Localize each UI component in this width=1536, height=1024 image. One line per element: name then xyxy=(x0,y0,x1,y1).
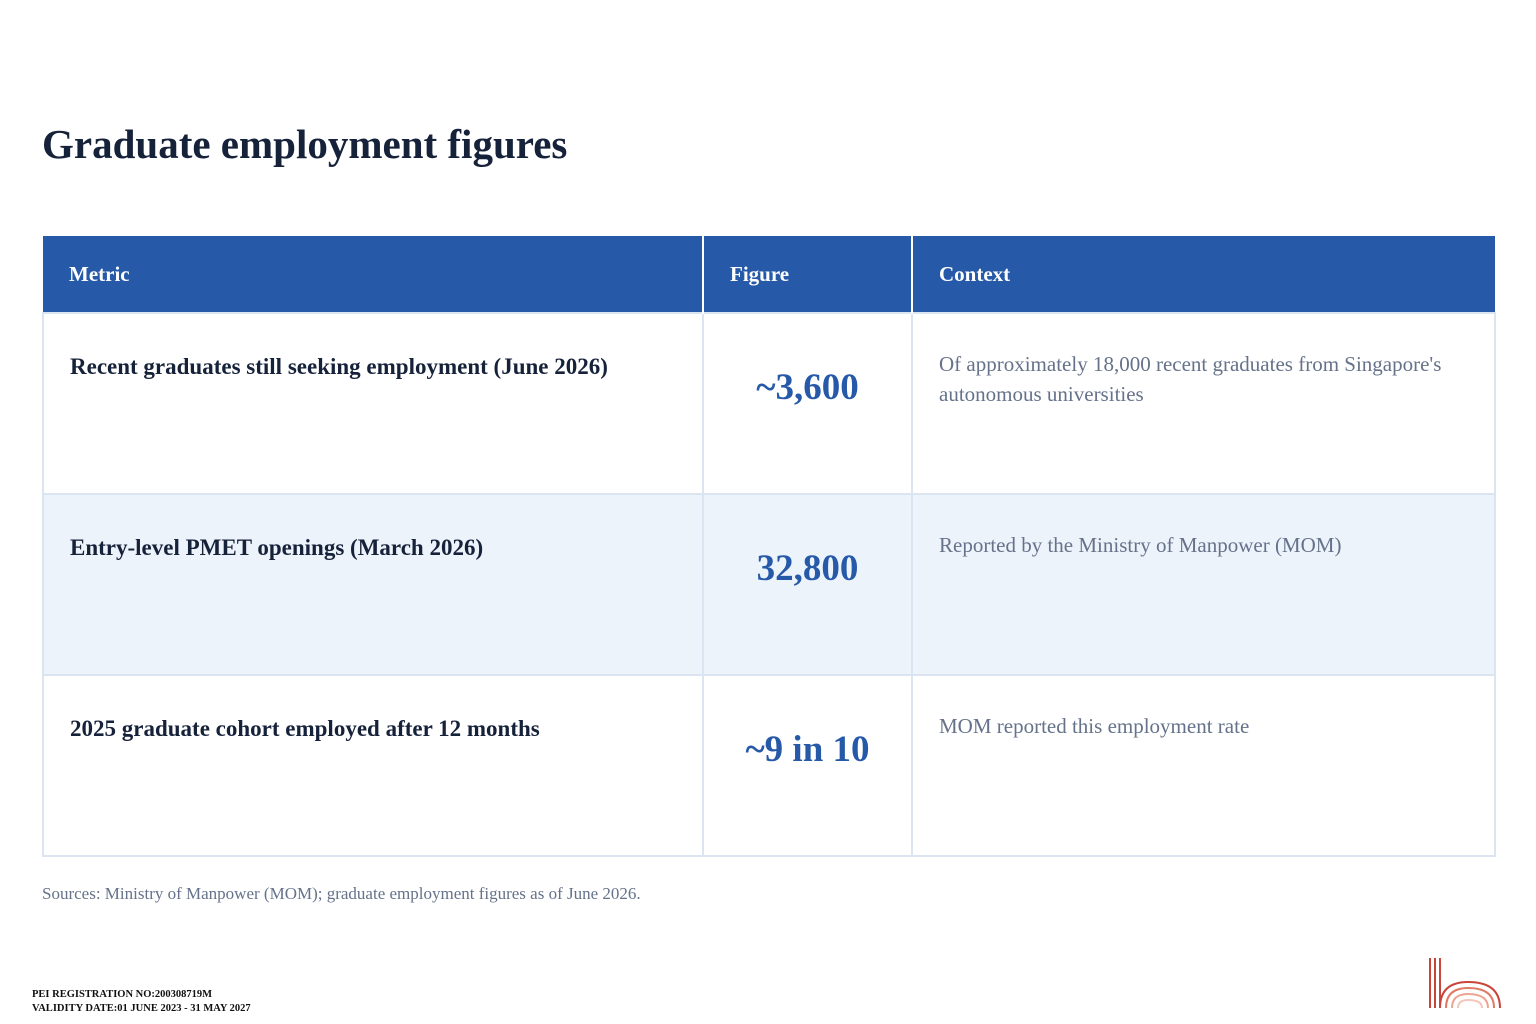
metric-cell: Recent graduates still seeking employmen… xyxy=(42,312,704,495)
figure-cell: ~9 in 10 xyxy=(702,674,913,857)
figure-value: 32,800 xyxy=(756,548,859,589)
context-text: Of approximately 18,000 recent graduates… xyxy=(939,352,1442,406)
metric-cell: Entry-level PMET openings (March 2026) xyxy=(42,493,704,676)
figure-cell: 32,800 xyxy=(702,493,913,676)
context-text: MOM reported this employment rate xyxy=(939,714,1250,738)
metric-cell: 2025 graduate cohort employed after 12 m… xyxy=(42,674,704,857)
table-header-row: Metric Figure Context xyxy=(43,236,1495,313)
figure-value: ~9 in 10 xyxy=(745,729,870,770)
registration-footer: PEI REGISTRATION NO:200308719M VALIDITY … xyxy=(32,988,251,1016)
table-row: 2025 graduate cohort employed after 12 m… xyxy=(42,674,1496,857)
metric-label: Recent graduates still seeking employmen… xyxy=(70,354,608,379)
context-text: Reported by the Ministry of Manpower (MO… xyxy=(939,533,1342,557)
header-metric: Metric xyxy=(43,236,704,313)
sources-note: Sources: Ministry of Manpower (MOM); gra… xyxy=(42,884,641,903)
metric-label: Entry-level PMET openings (March 2026) xyxy=(70,535,484,560)
context-cell: MOM reported this employment rate xyxy=(911,674,1496,857)
arch-logo-icon xyxy=(1429,958,1501,1009)
validity-date: VALIDITY DATE:01 JUNE 2023 - 31 MAY 2027 xyxy=(32,1003,251,1014)
metric-label: 2025 graduate cohort employed after 12 m… xyxy=(70,716,540,741)
page-title: Graduate employment figures xyxy=(42,121,568,167)
context-cell: Of approximately 18,000 recent graduates… xyxy=(911,312,1496,495)
employment-table: Metric Figure Context Recent graduates s… xyxy=(42,236,1496,857)
employment-table-container: Metric Figure Context Recent graduates s… xyxy=(42,236,1496,857)
context-cell: Reported by the Ministry of Manpower (MO… xyxy=(911,493,1496,676)
header-context: Context xyxy=(912,236,1495,313)
header-figure: Figure xyxy=(703,236,913,313)
registration-number: PEI REGISTRATION NO:200308719M xyxy=(32,989,213,1000)
figure-value: ~3,600 xyxy=(756,367,859,408)
table-row: Recent graduates still seeking employmen… xyxy=(42,312,1496,495)
table-row: Entry-level PMET openings (March 2026) 3… xyxy=(42,493,1496,676)
figure-cell: ~3,600 xyxy=(702,312,913,495)
